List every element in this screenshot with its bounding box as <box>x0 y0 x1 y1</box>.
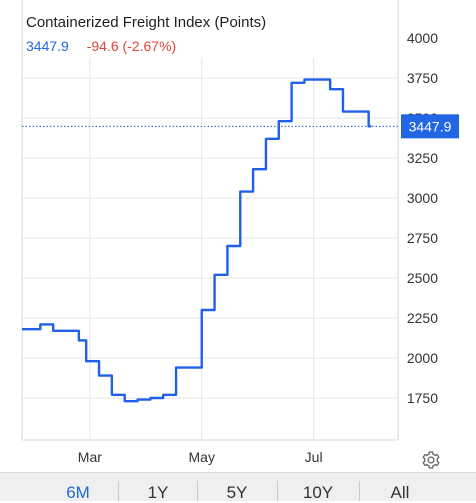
y-tick-label: 2750 <box>407 230 438 246</box>
x-tick-label: Mar <box>78 449 102 465</box>
y-tick-label: 3750 <box>407 70 438 86</box>
tab-separator <box>197 481 198 501</box>
tab-separator <box>277 481 278 501</box>
tab-10y[interactable]: 10Y <box>302 483 334 502</box>
y-tick-label: 2000 <box>407 350 438 366</box>
chart-title: Containerized Freight Index (Points) <box>26 14 267 31</box>
y-tick-label: 3250 <box>407 150 438 166</box>
gear-icon[interactable] <box>421 450 441 470</box>
y-tick-label: 2500 <box>407 270 438 286</box>
last-value-marker <box>401 114 459 139</box>
last-value: 3447.9 <box>26 38 69 54</box>
y-tick-label: 2250 <box>407 310 438 326</box>
y-tick-label: 3000 <box>407 190 438 206</box>
tab-separator <box>359 481 360 501</box>
price-change: -94.6 (-2.67%) <box>86 38 177 54</box>
tab-all[interactable]: All <box>390 483 410 502</box>
y-tick-label: 4000 <box>407 30 438 46</box>
tab-separator <box>118 481 119 501</box>
tab-5y[interactable]: 5Y <box>226 483 248 502</box>
series-line <box>22 78 372 403</box>
y-tick-label: 1750 <box>407 390 438 406</box>
range-tabs: 6M 1Y 5Y 10Y All <box>0 472 476 502</box>
tab-6m[interactable]: 6M <box>66 483 90 502</box>
quote-line: 3447.9 -94.6 (-2.67%) <box>26 38 176 54</box>
last-value-label: 3447.9 <box>409 118 452 134</box>
tab-1y[interactable]: 1Y <box>147 483 169 502</box>
x-tick-label: May <box>189 449 215 465</box>
x-tick-label: Jul <box>305 449 323 465</box>
